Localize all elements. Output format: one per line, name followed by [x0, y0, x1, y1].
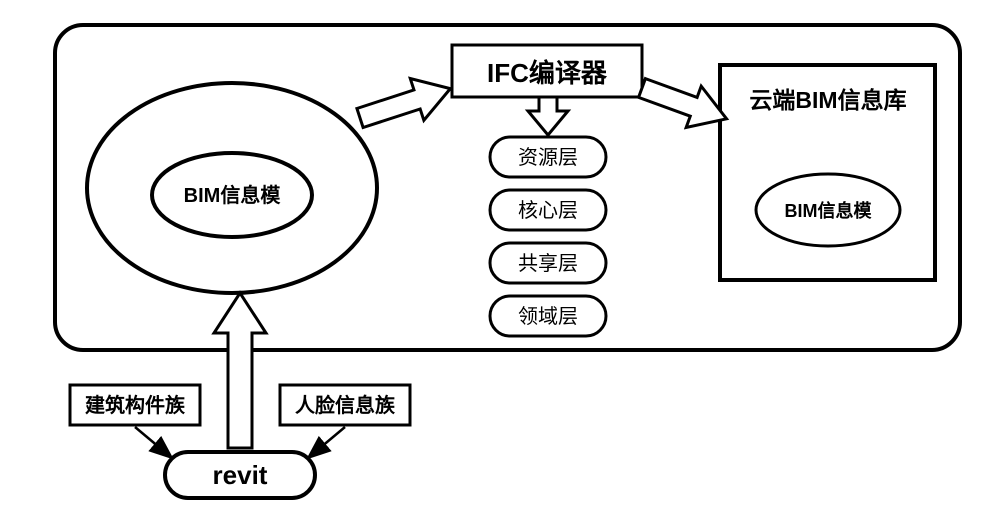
arrow-ifc-down	[528, 97, 568, 135]
layer-label-2: 核心层	[518, 199, 578, 222]
arrow-revit-up	[214, 293, 266, 448]
arrow-face-to-revit	[308, 427, 345, 458]
layer-label-4: 领域层	[518, 305, 578, 328]
ifc-label: IFC编译器	[487, 58, 608, 88]
family-face-label: 人脸信息族	[295, 393, 396, 417]
revit-label: revit	[213, 460, 268, 490]
layer-label-3: 共享层	[518, 252, 578, 275]
bim-inner-label: BIM信息模	[184, 183, 282, 207]
cloud-ellipse-label: BIM信息模	[785, 200, 873, 221]
family-build-label: 建筑构件族	[85, 393, 186, 417]
cloud-title: 云端BIM信息库	[749, 87, 906, 113]
layer-label-1: 资源层	[518, 146, 578, 169]
arrow-ellipse-to-ifc	[353, 68, 457, 139]
arrow-build-to-revit	[135, 427, 172, 458]
diagram-canvas: BIM信息模 IFC编译器 资源层 核心层 共享层 领域层 云端BIM信息库 B…	[0, 0, 1000, 515]
